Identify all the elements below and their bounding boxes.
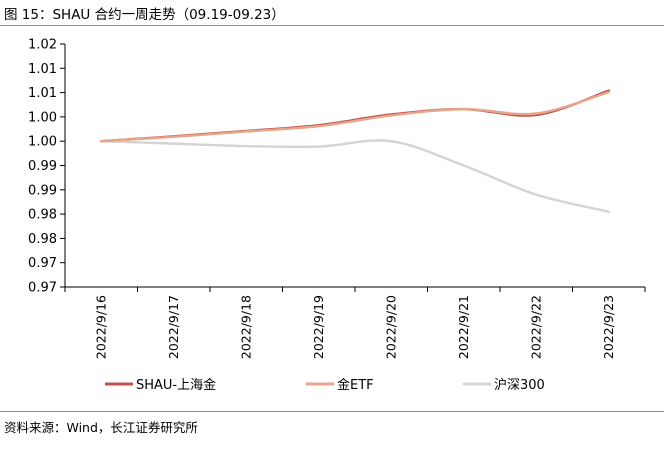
y-tick-label: 1.01	[28, 86, 57, 101]
x-tick-label: 2022/9/20	[383, 295, 398, 359]
x-axis-ticks: 2022/9/16 2022/9/17 2022/9/18 2022/9/19 2022…	[64, 287, 646, 359]
y-tick-label: 0.98	[28, 208, 57, 223]
y-tick-label: 1.02	[28, 38, 57, 53]
x-tick-label: 2022/9/22	[528, 295, 543, 359]
bottom-divider	[0, 411, 664, 412]
y-tick-label: 0.97	[28, 256, 57, 271]
source-note: 资料来源：Wind，长江证券研究所	[4, 420, 198, 435]
x-tick-label: 2022/9/21	[456, 295, 471, 359]
axes	[64, 44, 645, 288]
legend-label: SHAU-上海金	[136, 377, 216, 393]
x-tick-label: 2022/9/19	[311, 295, 326, 359]
y-tick-label: 0.97	[28, 281, 57, 296]
series-line	[100, 89, 610, 143]
chart-title: 图 15：SHAU 合约一周走势（09.19-09.23）	[4, 7, 285, 23]
y-tick-label: 0.98	[28, 232, 57, 247]
legend: SHAU-上海金 金ETF 沪深300	[105, 377, 545, 393]
y-tick-label: 0.99	[28, 159, 57, 174]
y-tick-label: 1.00	[28, 110, 57, 125]
x-tick-label: 2022/9/16	[93, 295, 108, 359]
y-axis-ticks: 1.02 1.01 1.01 1.00 1.00 0.99 0.99 0.98 0.98 0.97…	[28, 38, 65, 296]
legend-label: 沪深300	[494, 377, 545, 393]
series-line	[100, 139, 610, 213]
series-lines	[100, 89, 610, 213]
x-tick-label: 2022/9/18	[238, 295, 253, 359]
legend-label: 金ETF	[337, 377, 374, 393]
x-tick-label: 2022/9/17	[166, 295, 181, 359]
top-divider	[0, 25, 664, 26]
y-tick-label: 1.00	[28, 135, 57, 150]
y-tick-label: 1.01	[28, 62, 57, 77]
series-line	[100, 90, 610, 143]
x-tick-label: 2022/9/23	[601, 295, 616, 359]
y-tick-label: 0.99	[28, 183, 57, 198]
